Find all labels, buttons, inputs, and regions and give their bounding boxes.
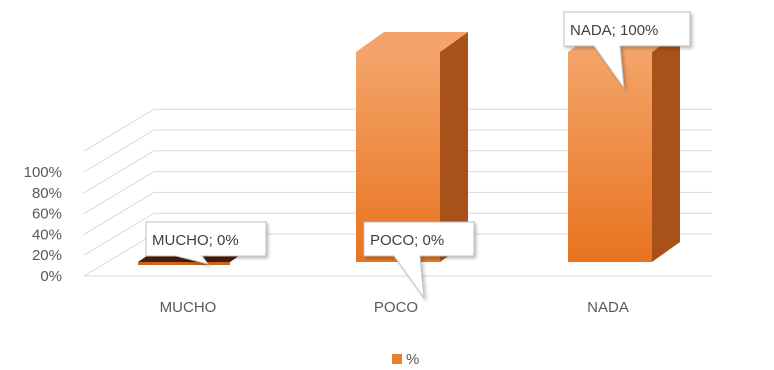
gridline xyxy=(83,150,712,194)
callout-box xyxy=(563,11,691,90)
legend-label: % xyxy=(406,351,419,368)
data-label-callout: MUCHO; 0% xyxy=(145,221,267,265)
x-category-label: NADA xyxy=(587,299,629,316)
y-tick-label: 60% xyxy=(32,206,62,223)
gridline xyxy=(83,191,712,235)
callout-box xyxy=(145,221,267,265)
callout-box xyxy=(363,221,475,300)
x-category-label: MUCHO xyxy=(160,299,217,316)
bar-top xyxy=(356,32,468,52)
data-label-text: MUCHO; 0% xyxy=(152,232,239,249)
y-tick-label: 0% xyxy=(40,268,62,285)
gridline xyxy=(83,212,712,256)
gridline xyxy=(83,129,712,173)
legend: % xyxy=(392,351,419,368)
data-label-callout: POCO; 0% xyxy=(363,221,475,300)
gridlines xyxy=(83,108,712,277)
data-labels: MUCHO; 0% POCO; 0% NADA; 100% xyxy=(145,11,691,300)
y-tick-label: 100% xyxy=(24,164,62,181)
bar-flat-edge xyxy=(138,262,230,265)
bar-nada xyxy=(568,32,680,262)
data-label-callout: NADA; 100% xyxy=(563,11,691,90)
gridline xyxy=(83,108,712,152)
y-tick-label: 20% xyxy=(32,247,62,264)
bar-side xyxy=(440,32,468,262)
y-tick-label: 80% xyxy=(32,185,62,202)
y-axis-ticks: 0% 20% 40% 60% 80% 100% xyxy=(24,164,62,285)
gridline xyxy=(83,171,712,215)
x-axis-categories: MUCHO POCO NADA xyxy=(160,299,629,316)
data-label-text: POCO; 0% xyxy=(370,232,444,249)
data-label-text: NADA; 100% xyxy=(570,22,658,39)
bar-side xyxy=(652,32,680,262)
legend-swatch xyxy=(392,354,402,364)
bar-front xyxy=(568,52,652,262)
x-category-label: POCO xyxy=(374,299,418,316)
y-tick-label: 40% xyxy=(32,226,62,243)
